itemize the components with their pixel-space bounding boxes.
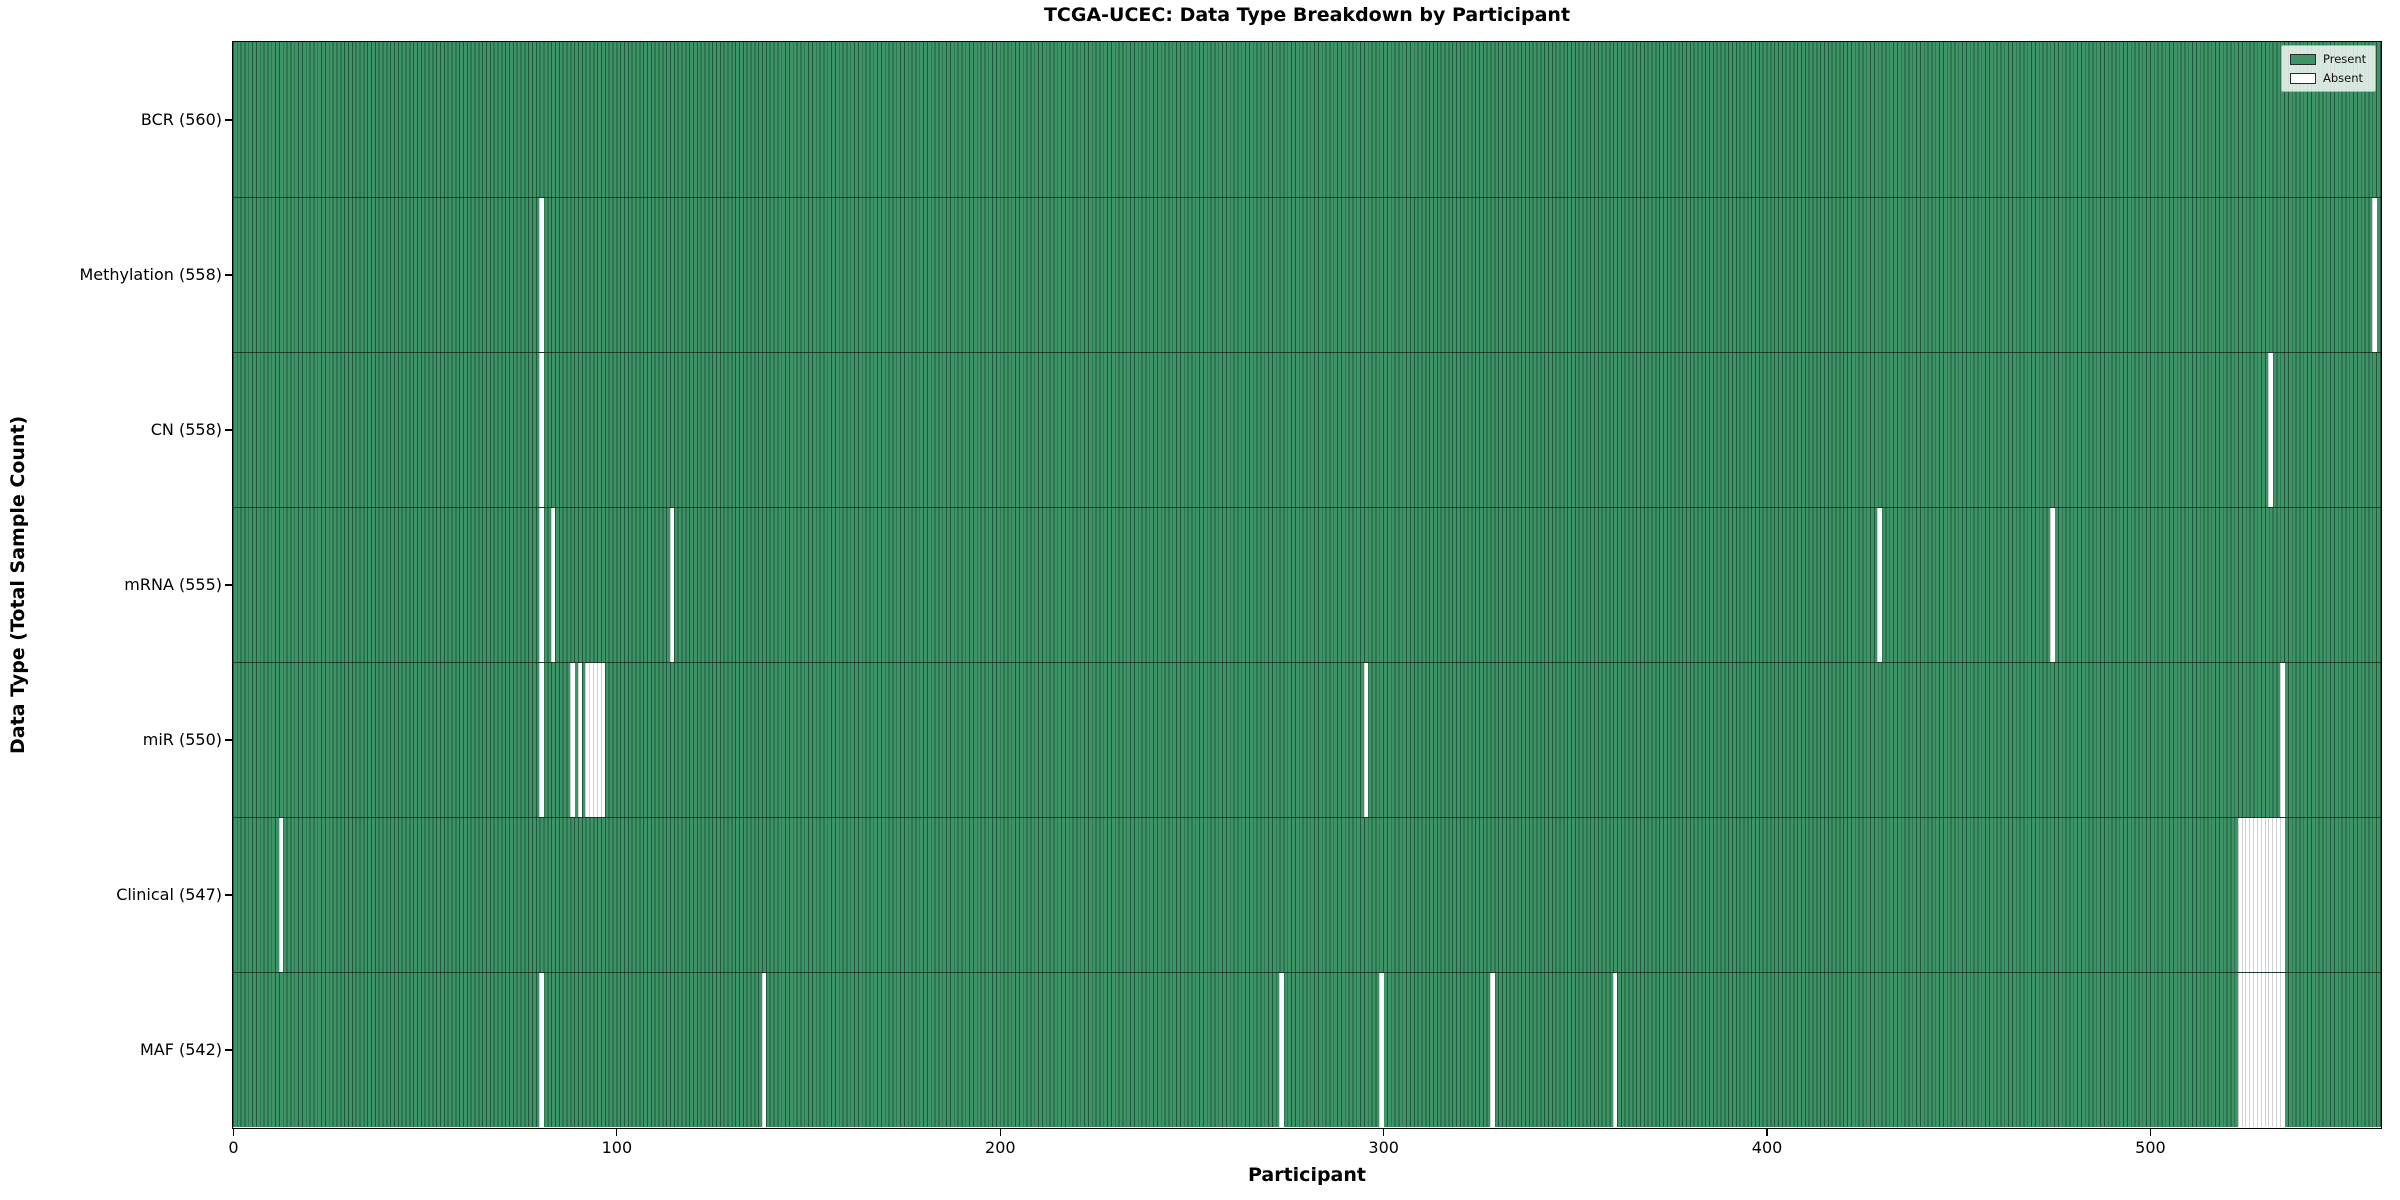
absent-cell: [2268, 818, 2274, 972]
absent-cell: [2237, 818, 2243, 972]
legend-entry-absent: Absent: [2290, 71, 2367, 85]
absent-cell: [1612, 973, 1618, 1127]
absent-cell: [585, 663, 590, 817]
absent-cell: [2256, 818, 2262, 972]
row-mrna: [233, 507, 2381, 662]
absent-cell: [2249, 973, 2254, 1127]
legend: Present Absent: [2281, 45, 2376, 92]
absent-cell: [2260, 973, 2266, 1127]
absent-cell: [2241, 973, 2247, 1127]
absent-cell: [2241, 818, 2247, 972]
absent-cell: [1378, 973, 1384, 1127]
absent-cell: [2264, 818, 2270, 972]
y-axis-label: Data Type (Total Sample Count): [7, 415, 29, 755]
absent-cell: [2245, 818, 2251, 972]
row-methylation: [233, 197, 2381, 352]
plot-area: [232, 41, 2382, 1129]
legend-swatch-absent-icon: [2290, 72, 2316, 84]
x-tick-label: 200: [985, 1138, 1016, 1157]
absent-cell: [669, 508, 675, 662]
x-tick: [2149, 1129, 2152, 1136]
legend-entry-present: Present: [2290, 52, 2367, 66]
legend-entry-label: Present: [2323, 52, 2367, 66]
absent-cell: [2049, 508, 2055, 662]
absent-cell: [569, 663, 575, 817]
absent-cell: [1490, 973, 1495, 1127]
absent-cell: [2249, 818, 2254, 972]
y-tick: [225, 739, 232, 741]
y-tick-label: MAF (542): [139, 1040, 222, 1059]
absent-cell: [2279, 818, 2285, 972]
absent-cell: [550, 508, 556, 662]
x-tick-label: 500: [2135, 1138, 2166, 1157]
y-tick: [225, 274, 232, 276]
legend-swatch-present-icon: [2290, 53, 2316, 65]
absent-cell: [596, 663, 602, 817]
absent-cell: [2272, 973, 2277, 1127]
y-tick-label: mRNA (555): [124, 575, 222, 594]
absent-cell: [2371, 198, 2377, 352]
y-tick-label: Methylation (558): [79, 265, 222, 284]
x-tick-label: 100: [601, 1138, 633, 1157]
x-tick: [1766, 1129, 1768, 1136]
absent-cell: [539, 198, 544, 352]
x-tick: [999, 1129, 1001, 1136]
absent-cell: [2276, 818, 2281, 972]
absent-cell: [539, 508, 544, 662]
absent-cell: [2264, 973, 2270, 1127]
y-tick: [225, 1049, 232, 1051]
absent-cell: [761, 973, 767, 1127]
absent-cell: [1877, 508, 1882, 662]
absent-cell: [2245, 973, 2251, 1127]
x-tick: [1383, 1129, 1385, 1136]
row-bcr: [233, 42, 2381, 197]
y-tick: [225, 894, 232, 896]
y-tick: [225, 429, 232, 431]
absent-cell: [2237, 973, 2243, 1127]
x-tick: [616, 1129, 618, 1136]
x-tick-label: 400: [1751, 1138, 1783, 1157]
x-tick: [232, 1129, 235, 1136]
absent-cell: [539, 353, 544, 507]
chart-title: TCGA-UCEC: Data Type Breakdown by Partic…: [1043, 4, 1571, 26]
x-tick-label: 0: [228, 1138, 239, 1157]
absent-cell: [2253, 973, 2258, 1127]
absent-cell: [539, 663, 544, 817]
absent-cell: [600, 663, 606, 817]
absent-cell: [1363, 663, 1369, 817]
legend-entry-label: Absent: [2323, 71, 2364, 85]
absent-cell: [2268, 353, 2274, 507]
y-tick-label: CN (558): [150, 420, 222, 439]
y-tick-label: miR (550): [142, 730, 222, 749]
absent-cell: [2256, 973, 2262, 1127]
row-clinical: [233, 817, 2381, 972]
absent-cell: [2279, 973, 2285, 1127]
absent-cell: [2276, 973, 2281, 1127]
x-axis-label: Participant: [1247, 1164, 1366, 1186]
row-maf: [233, 972, 2381, 1127]
x-tick-label: 300: [1368, 1138, 1399, 1157]
absent-cell: [592, 663, 598, 817]
absent-cell: [577, 663, 583, 817]
y-tick-label: BCR (560): [140, 110, 222, 129]
absent-cell: [2260, 818, 2266, 972]
y-tick: [225, 584, 232, 586]
absent-cell: [589, 663, 594, 817]
y-tick-label: Clinical (547): [116, 885, 222, 904]
absent-cell: [2268, 973, 2274, 1127]
absent-cell: [539, 973, 544, 1127]
absent-cell: [2279, 663, 2285, 817]
absent-cell: [2272, 818, 2277, 972]
absent-cell: [2253, 818, 2258, 972]
absent-cell: [1279, 973, 1284, 1127]
y-tick: [225, 119, 232, 121]
row-cn: [233, 352, 2381, 507]
absent-cell: [278, 818, 284, 972]
row-mir: [233, 662, 2381, 817]
